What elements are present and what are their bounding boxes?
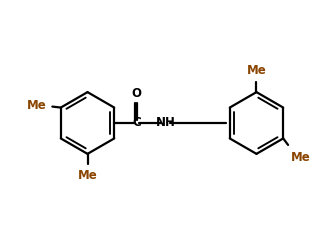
Text: Me: Me [247,64,266,77]
Text: NH: NH [156,116,175,130]
Text: C: C [132,116,141,130]
Text: Me: Me [291,151,311,164]
Text: Me: Me [78,169,97,182]
Text: Me: Me [27,99,47,113]
Text: O: O [131,87,141,100]
